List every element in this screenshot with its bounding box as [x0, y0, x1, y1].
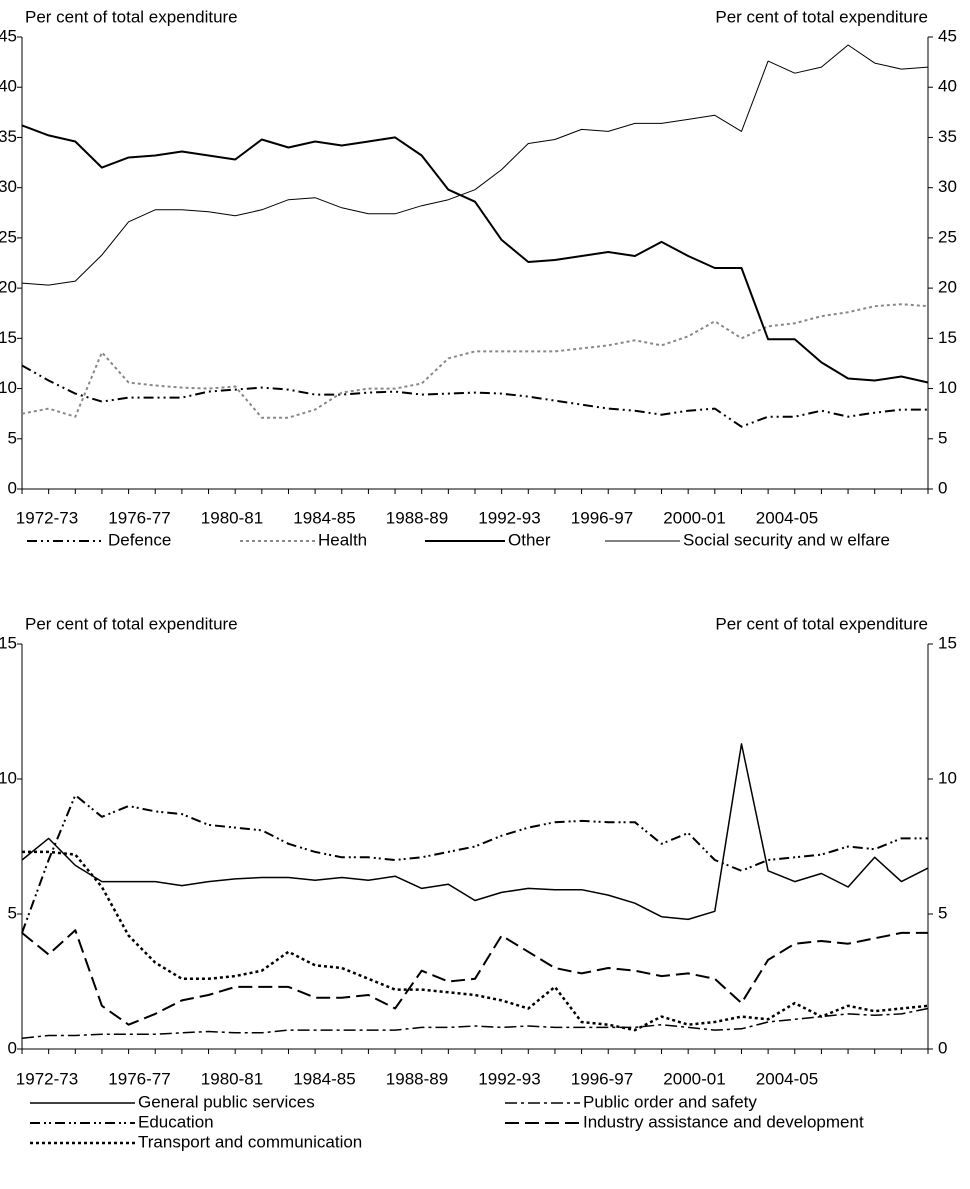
y-tick-label: 15	[0, 328, 17, 347]
y2-tick-label: 40	[938, 77, 957, 96]
x-tick-label: 1988-89	[386, 508, 448, 527]
y-tick-label: 10	[0, 378, 17, 397]
y2-tick-label: 30	[938, 177, 957, 196]
y2-tick-label: 15	[938, 633, 957, 652]
y-tick-label: 10	[0, 768, 17, 787]
y2-tick-label: 20	[938, 278, 957, 297]
y-tick-label: 25	[0, 227, 17, 246]
y2-tick-label: 0	[938, 1038, 947, 1057]
y2-axis-title: Per cent of total expenditure	[715, 614, 928, 633]
y-tick-label: 5	[8, 428, 17, 447]
x-tick-label: 1996-97	[571, 508, 633, 527]
series-line	[21, 929, 928, 1026]
legend-label: Transport and communication	[138, 1132, 362, 1151]
legend-label: Education	[138, 1112, 214, 1131]
legend-label: Industry assistance and development	[583, 1112, 864, 1131]
y2-tick-label: 5	[938, 428, 947, 447]
y-tick-label: 40	[0, 77, 17, 96]
y-tick-label: 0	[8, 1038, 17, 1057]
x-tick-label: 1972-73	[16, 508, 78, 527]
legend-label: General public services	[138, 1092, 315, 1111]
y-tick-label: 35	[0, 127, 17, 146]
x-tick-label: 2004-05	[756, 1069, 818, 1088]
x-tick-label: 1984-85	[293, 508, 355, 527]
legend-label: Health	[318, 530, 367, 549]
y2-tick-label: 0	[938, 478, 947, 497]
x-tick-label: 1992-93	[478, 1069, 540, 1088]
y2-tick-label: 45	[938, 26, 957, 45]
y-tick-label: 45	[0, 26, 17, 45]
y-tick-label: 15	[0, 633, 17, 652]
series-line	[22, 850, 929, 1032]
legend-label: Other	[508, 530, 551, 549]
y-tick-label: 30	[0, 177, 17, 196]
x-tick-label: 1988-89	[386, 1069, 448, 1088]
y-tick-label: 5	[8, 903, 17, 922]
legend-label: Public order and safety	[583, 1092, 757, 1111]
x-tick-label: 1976-77	[108, 1069, 170, 1088]
y-axis-title: Per cent of total expenditure	[25, 7, 238, 26]
y-axis-title: Per cent of total expenditure	[25, 614, 238, 633]
x-tick-label: 2000-01	[663, 508, 725, 527]
y2-tick-label: 5	[938, 903, 947, 922]
y2-tick-label: 15	[938, 328, 957, 347]
legend-label: Social security and w elfare	[683, 530, 890, 549]
y-tick-label: 0	[8, 478, 17, 497]
y2-tick-label: 35	[938, 127, 957, 146]
x-tick-label: 1980-81	[201, 508, 263, 527]
x-tick-label: 2000-01	[663, 1069, 725, 1088]
x-tick-label: 2004-05	[756, 508, 818, 527]
y2-axis-title: Per cent of total expenditure	[715, 7, 928, 26]
series-line	[21, 303, 929, 419]
y2-tick-label: 10	[938, 768, 957, 787]
x-tick-label: 1980-81	[201, 1069, 263, 1088]
series-line	[21, 1007, 929, 1039]
x-tick-label: 1984-85	[293, 1069, 355, 1088]
series-line	[21, 794, 928, 934]
series-line	[21, 124, 929, 384]
y2-tick-label: 10	[938, 378, 957, 397]
x-tick-label: 1992-93	[478, 508, 540, 527]
series-line	[21, 364, 928, 428]
series-line	[21, 44, 929, 286]
series-line	[21, 743, 929, 921]
x-tick-label: 1996-97	[571, 1069, 633, 1088]
x-tick-label: 1972-73	[16, 1069, 78, 1088]
y-tick-label: 20	[0, 278, 17, 297]
y2-tick-label: 25	[938, 227, 957, 246]
legend-label: Defence	[108, 530, 171, 549]
x-tick-label: 1976-77	[108, 508, 170, 527]
